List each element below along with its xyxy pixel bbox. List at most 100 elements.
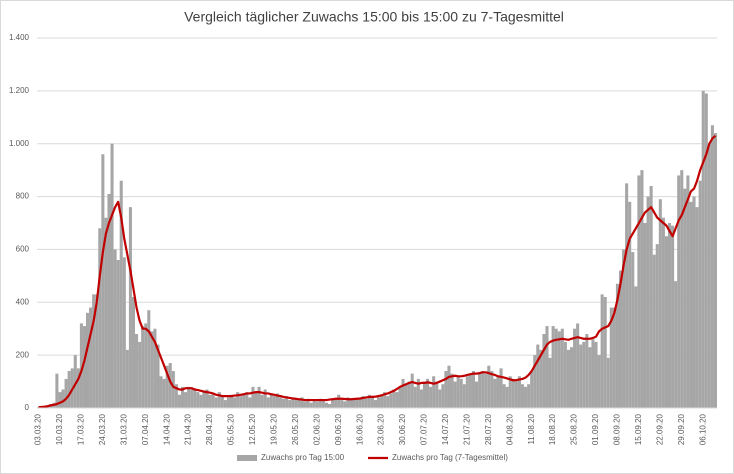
bar — [585, 334, 589, 408]
bar — [481, 371, 485, 408]
line — [38, 134, 717, 409]
x-tick-label: 17.03.20 — [77, 413, 86, 445]
bar — [248, 397, 252, 408]
bar — [334, 398, 338, 408]
bar — [462, 384, 466, 408]
bar — [475, 381, 479, 408]
bar — [370, 397, 374, 408]
bar — [171, 371, 175, 408]
y-tick-label: 1.000 — [9, 139, 30, 148]
bar — [478, 373, 482, 408]
bar — [395, 392, 399, 408]
bar — [628, 201, 632, 408]
bar — [64, 378, 68, 408]
y-tick-label: 1.400 — [9, 33, 30, 42]
bar — [208, 394, 212, 408]
bar — [260, 394, 264, 408]
x-tick-label: 25.08.20 — [570, 413, 579, 445]
bar — [73, 355, 77, 408]
bar — [410, 373, 414, 408]
bar — [226, 397, 230, 408]
bar — [612, 307, 616, 408]
x-tick-label: 29.09.20 — [677, 413, 686, 445]
bar — [95, 294, 99, 408]
x-tick-label: 22.09.20 — [655, 413, 664, 445]
bar — [254, 392, 258, 408]
bar — [113, 249, 117, 408]
x-tick-label: 28.07.20 — [484, 413, 493, 445]
bar — [147, 310, 151, 408]
bar — [548, 357, 552, 408]
bar — [465, 376, 469, 408]
bar — [358, 397, 362, 408]
bar — [655, 244, 659, 408]
bar — [199, 394, 203, 408]
bar — [511, 378, 515, 408]
bar — [533, 355, 537, 408]
x-tick-label: 02.06.20 — [312, 413, 321, 445]
bar — [239, 396, 243, 408]
bar — [658, 199, 662, 408]
bar — [560, 328, 564, 408]
bar — [493, 378, 497, 408]
bar — [98, 228, 102, 408]
x-tick-label: 26.05.20 — [291, 413, 300, 445]
bar — [456, 376, 460, 408]
x-tick-label: 14.07.20 — [441, 413, 450, 445]
bar — [159, 376, 163, 408]
bar — [713, 133, 717, 408]
bar — [514, 381, 518, 408]
bar — [634, 286, 638, 408]
x-tick-label: 16.06.20 — [355, 413, 364, 445]
bar — [432, 376, 436, 408]
bar — [459, 378, 463, 408]
bar — [438, 389, 442, 408]
bar — [233, 397, 237, 408]
bar — [524, 386, 528, 408]
bar — [229, 394, 234, 408]
bar — [566, 349, 570, 408]
bar — [453, 381, 457, 408]
x-tick-label: 14.04.20 — [162, 413, 171, 445]
bar — [327, 404, 332, 408]
bar — [55, 373, 59, 408]
bar — [704, 93, 708, 408]
bar — [640, 170, 644, 408]
x-tick-label: 07.04.20 — [141, 413, 150, 445]
bar — [695, 207, 699, 408]
bar — [398, 386, 402, 408]
bar — [251, 386, 255, 408]
bar — [536, 344, 540, 408]
bar — [263, 389, 267, 408]
bar — [349, 398, 353, 408]
bar — [101, 154, 105, 408]
bar — [652, 254, 656, 408]
bar — [79, 323, 83, 408]
bar — [337, 394, 341, 408]
bar — [618, 270, 623, 408]
bar — [413, 386, 417, 408]
bar — [315, 401, 319, 408]
bar — [573, 328, 577, 408]
bar — [539, 349, 543, 408]
bar — [364, 398, 368, 408]
bar — [193, 389, 197, 408]
bar — [125, 349, 129, 408]
bar — [156, 344, 160, 408]
bar — [214, 397, 218, 408]
x-tick-label: 01.09.20 — [591, 413, 600, 445]
y-tick-label: 800 — [16, 192, 30, 201]
bar — [689, 201, 693, 408]
bar — [429, 386, 433, 408]
bar — [664, 236, 668, 408]
bar — [671, 225, 675, 408]
bar — [92, 294, 96, 408]
bar — [61, 389, 65, 408]
bar — [426, 378, 430, 408]
bar — [606, 357, 610, 408]
bar — [683, 188, 687, 408]
y-tick-label: 1.200 — [9, 86, 30, 95]
x-tick-label: 24.03.20 — [98, 413, 107, 445]
bar — [275, 393, 279, 408]
bar — [291, 397, 295, 408]
